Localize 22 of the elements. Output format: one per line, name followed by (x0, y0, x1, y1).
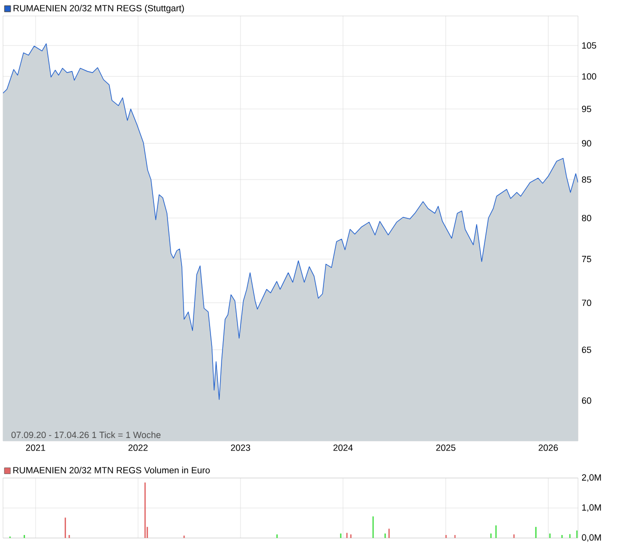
y-tick-label: 1,0M (582, 504, 601, 512)
legend-label: RUMAENIEN 20/32 MTN REGS Volumen in Euro (13, 466, 210, 474)
x-tick-label: 2026 (538, 444, 558, 451)
y-tick-label: 80 (582, 214, 592, 222)
annotation: 07.09.20 - 17.04.26 1 Tick = 1 Woche (11, 431, 161, 438)
y-tick-label: 75 (582, 256, 592, 262)
y-tick-label: 90 (582, 140, 592, 146)
y-tick-label: 65 (582, 346, 592, 353)
y-tick-label: 2,0M (582, 474, 601, 482)
y-tick-label: 100 (582, 73, 596, 80)
x-tick-label: 2023 (230, 444, 250, 451)
y-tick-label: 85 (582, 176, 592, 183)
y-tick-label: 95 (582, 106, 592, 112)
x-tick-label: 2024 (333, 444, 353, 451)
y-tick-label: 0,0M (582, 534, 601, 542)
x-tick-label: 2021 (26, 444, 46, 451)
legend-label: RUMAENIEN 20/32 MTN REGS (Stuttgart) (14, 4, 184, 14)
x-tick-label: 2025 (436, 444, 456, 451)
y-tick-label: 105 (582, 42, 596, 49)
y-tick-label: 70 (582, 300, 592, 306)
y-tick-label: 60 (582, 397, 592, 404)
x-tick-label: 2022 (128, 444, 148, 451)
